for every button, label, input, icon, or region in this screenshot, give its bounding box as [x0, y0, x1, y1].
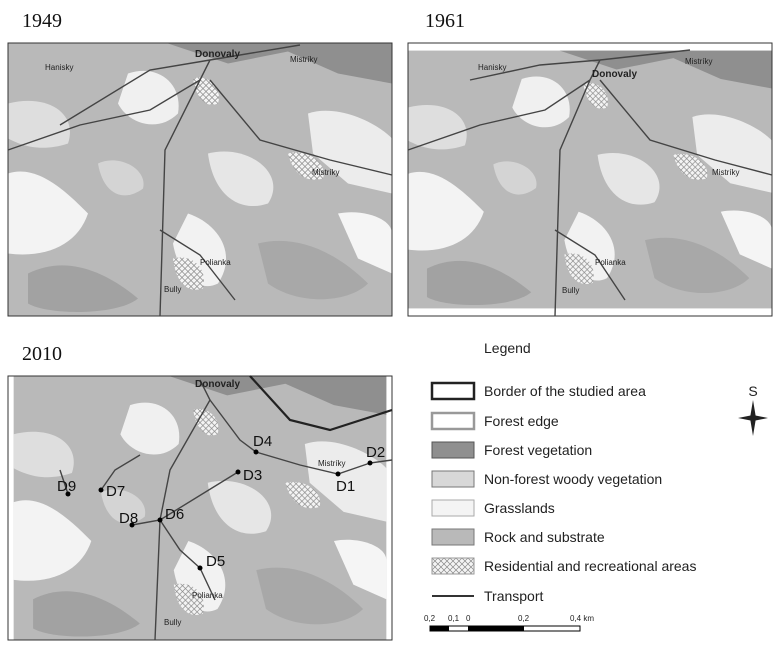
place-label: Hanisky	[45, 63, 73, 72]
legend-label: Forest edge	[484, 413, 559, 429]
place-label: Mistríky	[685, 57, 713, 66]
place-label: Hanisky	[478, 63, 506, 72]
map-panel: Hanisky Donovaly Mistríky Mistríky Polia…	[408, 43, 772, 316]
point-label: D5	[206, 553, 225, 570]
point-label: D8	[119, 510, 138, 527]
legend-label: Border of the studied area	[484, 383, 646, 399]
place-label: Polianka	[200, 258, 231, 267]
place-label: Donovaly	[195, 49, 240, 60]
scale-label: 0,2	[518, 614, 530, 623]
place-label: Polianka	[192, 591, 223, 600]
point	[368, 461, 373, 466]
legend-label: Forest vegetation	[484, 442, 592, 458]
point-label: D3	[243, 467, 262, 484]
legend-label: Residential and recreational areas	[484, 558, 696, 574]
figure: 1949 Hanisky Donovaly Mistríky Mistríky …	[0, 0, 773, 658]
scale-segment	[468, 626, 524, 631]
legend-swatch	[432, 500, 474, 516]
place-label: Polianka	[595, 258, 626, 267]
point-label: D2	[366, 444, 385, 461]
legend-title: Legend	[484, 340, 531, 356]
place-label: Bully	[164, 618, 181, 627]
place-label: Donovaly	[195, 379, 240, 390]
legend-swatch	[432, 442, 474, 458]
point	[236, 470, 241, 475]
legend-label: Grasslands	[484, 500, 555, 516]
compass: S	[738, 383, 768, 436]
panel-year: 1949	[22, 10, 62, 32]
place-label: Mistríky	[318, 459, 346, 468]
point-label: D7	[106, 483, 125, 500]
legend-swatch	[432, 471, 474, 487]
terrain	[14, 376, 387, 640]
terrain	[8, 44, 392, 316]
point	[336, 472, 341, 477]
place-label: Donovaly	[592, 69, 637, 80]
scale-label: 0,4 km	[570, 614, 594, 623]
panel-year: 1961	[425, 10, 465, 32]
compass-needle	[738, 415, 768, 421]
legend: Legend Border of the studied area Forest…	[432, 340, 696, 604]
scale-label: 0,1	[448, 614, 460, 623]
legend-swatch	[432, 558, 474, 574]
map-panel: Donovaly Mistríky Polianka Bully D1 D2 D…	[8, 376, 392, 640]
point	[99, 488, 104, 493]
legend-label: Rock and substrate	[484, 529, 605, 545]
map-panel: Hanisky Donovaly Mistríky Mistríky Polia…	[8, 43, 392, 316]
scale-segment	[430, 626, 449, 631]
scale-label: 0	[466, 614, 471, 623]
place-label: Mistríky	[712, 168, 740, 177]
point-label: D1	[336, 478, 355, 495]
point	[198, 566, 203, 571]
place-label: Mistríky	[312, 168, 340, 177]
terrain	[408, 51, 772, 309]
compass-label: S	[748, 383, 757, 399]
scale-bar: 0,2 0,1 0 0,2 0,4 km	[424, 614, 594, 631]
scale-label: 0,2	[424, 614, 436, 623]
point	[158, 518, 163, 523]
legend-swatch	[432, 383, 474, 399]
place-label: Bully	[164, 285, 181, 294]
point-label: D9	[57, 478, 76, 495]
place-label: Bully	[562, 286, 579, 295]
legend-label: Transport	[484, 588, 544, 604]
point-label: D4	[253, 433, 272, 450]
panel-year: 2010	[22, 343, 62, 365]
legend-swatch	[432, 413, 474, 429]
place-label: Mistríky	[290, 55, 318, 64]
point-label: D6	[165, 506, 184, 523]
legend-label: Non-forest woody vegetation	[484, 471, 662, 487]
legend-swatch	[432, 529, 474, 545]
point	[254, 450, 259, 455]
